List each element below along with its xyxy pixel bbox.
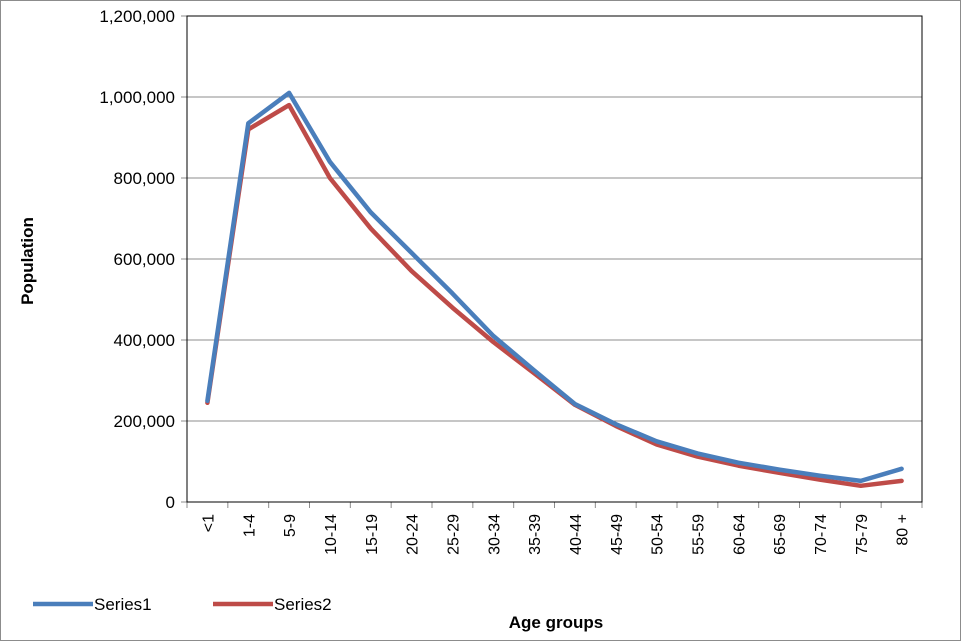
- y-tick-label: 600,000: [114, 250, 175, 269]
- y-tick-label: 1,000,000: [99, 88, 175, 107]
- y-tick-label: 1,200,000: [99, 7, 175, 26]
- series-line-series1: [205, 90, 904, 484]
- x-tick-label: 5-9: [282, 514, 299, 537]
- x-tick-label: 1-4: [241, 514, 258, 537]
- x-tick-label: 55-59: [690, 514, 707, 555]
- x-tick-label: 15-19: [364, 514, 381, 555]
- x-tick-label: 75-79: [854, 514, 871, 555]
- x-tick-label: 70-74: [813, 514, 830, 555]
- y-tick-labels: 0 200,000 400,000 600,000 800,000 1,000,000 1,…: [99, 7, 175, 512]
- plot-area: [186, 15, 923, 503]
- x-tick-label: 10-14: [323, 514, 340, 555]
- series-lines: [205, 90, 904, 489]
- plot-border: [186, 15, 923, 503]
- x-tick-label: 80 +: [895, 514, 912, 546]
- x-tick-label: 60-64: [731, 514, 748, 555]
- y-tick-label: 200,000: [114, 412, 175, 431]
- x-tick-label: 30-34: [486, 514, 503, 555]
- x-tick-label: 45-49: [609, 514, 626, 555]
- y-tick-label: 800,000: [114, 169, 175, 188]
- gridlines: [181, 15, 923, 508]
- y-tick-label: 0: [166, 493, 175, 512]
- legend: Series1 Series2: [33, 595, 332, 614]
- x-tick-label: 20-24: [405, 514, 422, 555]
- x-tick-labels: <1 1-4 5-9 10-14 15-19 20-24 25-29 30-34 35-39 40…: [200, 514, 911, 555]
- y-axis-title: Population: [18, 217, 37, 305]
- series-line-series2: [205, 102, 904, 489]
- legend-label-series2: Series2: [274, 595, 332, 614]
- x-tick-label: 50-54: [650, 514, 667, 555]
- y-tick-label: 400,000: [114, 331, 175, 350]
- x-axis-title: Age groups: [509, 613, 603, 632]
- x-tick-label: 35-39: [527, 514, 544, 555]
- x-tick-label: <1: [200, 514, 217, 532]
- x-tick-label: 25-29: [445, 514, 462, 555]
- x-tick-label: 65-69: [772, 514, 789, 555]
- x-tick-label: 40-44: [568, 514, 585, 555]
- legend-label-series1: Series1: [94, 595, 152, 614]
